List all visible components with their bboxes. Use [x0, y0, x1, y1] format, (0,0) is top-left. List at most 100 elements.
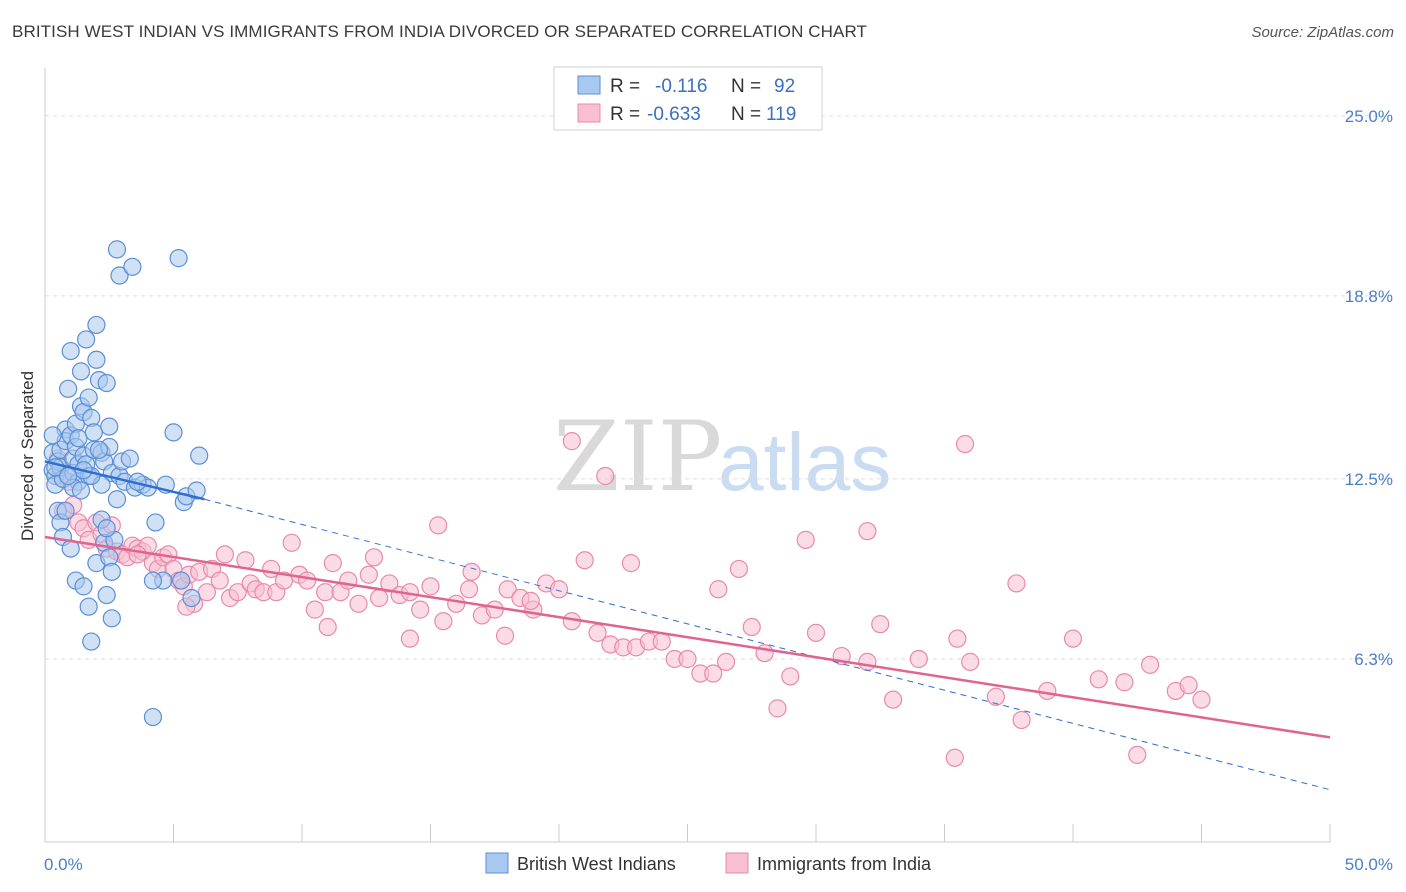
- data-point-india: [459, 580, 479, 599]
- data-point-india: [359, 565, 378, 584]
- data-point-india: [945, 748, 964, 767]
- data-point-bwi: [59, 379, 78, 398]
- data-point-india: [339, 571, 358, 590]
- data-point-india: [562, 432, 581, 451]
- data-point-india: [298, 571, 317, 590]
- data-point-bwi: [190, 446, 209, 465]
- data-point-bwi: [89, 440, 109, 459]
- data-point-bwi: [77, 330, 96, 349]
- data-point-india: [742, 617, 761, 637]
- data-point-india: [282, 533, 301, 552]
- data-point-india: [128, 545, 147, 564]
- legend-r-value: -0.633: [647, 104, 701, 125]
- data-point-bwi: [87, 315, 106, 335]
- data-point-india: [434, 612, 453, 631]
- data-point-india: [421, 577, 440, 596]
- data-point-bwi: [102, 609, 121, 628]
- series-immigrants-from-india: [48, 432, 1211, 767]
- data-point-india: [1012, 710, 1031, 730]
- data-point-india: [447, 594, 466, 613]
- series-british-west-indians: [43, 240, 209, 727]
- data-point-india: [621, 554, 641, 573]
- data-point-india: [871, 615, 890, 634]
- y-axis-label: Divorced or Separated: [18, 371, 37, 541]
- trend-line-india: [44, 535, 1331, 739]
- data-point-bwi: [43, 426, 62, 445]
- data-point-india: [462, 562, 481, 581]
- data-point-india: [909, 649, 928, 669]
- data-point-india: [716, 652, 736, 671]
- data-point-india: [858, 522, 877, 541]
- bottom-legend-label: British West Indians: [517, 854, 676, 874]
- watermark-zip: ZIP: [553, 401, 722, 513]
- data-point-india: [729, 559, 749, 579]
- bottom-legend: British West Indians Immigrants from Ind…: [485, 852, 932, 874]
- data-point-bwi: [61, 341, 80, 361]
- data-point-india: [955, 434, 975, 454]
- legend-swatch-blue: [577, 75, 601, 95]
- data-point-bwi: [97, 519, 116, 538]
- legend-r-label: R =: [610, 76, 640, 97]
- legend-r-label: R =: [610, 104, 640, 125]
- data-point-india: [986, 687, 1006, 706]
- y-tick-label: 6.3%: [1354, 650, 1393, 669]
- source-credit: Source: ZipAtlas.com: [1251, 24, 1394, 41]
- data-point-bwi: [71, 481, 91, 500]
- data-point-bwi: [97, 373, 116, 393]
- data-point-bwi: [79, 597, 98, 616]
- data-point-india: [521, 591, 540, 610]
- watermark: ZIP atlas: [553, 401, 891, 513]
- data-point-bwi: [102, 562, 121, 581]
- data-point-india: [1007, 574, 1026, 593]
- data-point-bwi: [87, 350, 106, 369]
- data-point-bwi: [107, 240, 127, 259]
- data-point-bwi: [143, 707, 163, 727]
- y-tick-labels: 6.3% 12.5% 18.8% 25.0%: [1345, 107, 1393, 669]
- data-point-india: [323, 554, 342, 573]
- data-point-bwi: [100, 417, 119, 436]
- bottom-legend-swatch-blue: [485, 852, 509, 874]
- data-point-bwi: [59, 466, 78, 486]
- data-point-bwi: [123, 257, 142, 276]
- data-point-india: [1192, 690, 1211, 709]
- data-point-india: [370, 588, 389, 608]
- data-point-bwi: [79, 388, 98, 407]
- data-point-india: [575, 551, 594, 570]
- chart-title: BRITISH WEST INDIAN VS IMMIGRANTS FROM I…: [12, 22, 868, 41]
- data-point-india: [796, 530, 815, 549]
- data-point-bwi: [97, 585, 116, 605]
- legend-n-value: 92: [774, 76, 795, 97]
- x-tick-label: 0.0%: [44, 855, 83, 874]
- data-point-bwi: [74, 577, 93, 596]
- legend-n-label: N =: [731, 104, 761, 125]
- legend-r-value: -0.116: [655, 76, 707, 97]
- data-point-india: [883, 690, 903, 709]
- data-point-india: [215, 545, 234, 564]
- data-point-bwi: [164, 423, 183, 442]
- data-point-bwi: [69, 429, 88, 448]
- data-point-india: [549, 580, 569, 599]
- data-point-india: [704, 664, 723, 683]
- trend-line-bwi: [44, 460, 205, 501]
- data-point-india: [429, 516, 448, 535]
- bottom-legend-label: Immigrants from India: [757, 854, 932, 874]
- y-tick-label: 12.5%: [1345, 470, 1393, 489]
- data-point-bwi: [182, 588, 201, 608]
- data-point-india: [678, 649, 697, 669]
- data-point-india: [210, 571, 229, 590]
- data-point-india: [316, 583, 335, 602]
- x-tick-label: 50.0%: [1345, 855, 1393, 874]
- x-tick-labels: 0.0% 50.0%: [44, 855, 1393, 874]
- data-point-bwi: [82, 632, 101, 651]
- data-point-india: [485, 600, 504, 619]
- data-point-india: [495, 626, 515, 645]
- data-point-india: [498, 580, 517, 599]
- data-point-india: [961, 652, 980, 671]
- data-point-india: [806, 623, 826, 642]
- data-point-bwi: [172, 571, 191, 590]
- trend-line-bwi-extension: [204, 498, 1331, 791]
- data-point-bwi: [187, 481, 206, 500]
- data-point-bwi: [143, 571, 163, 590]
- data-point-india: [1063, 629, 1083, 648]
